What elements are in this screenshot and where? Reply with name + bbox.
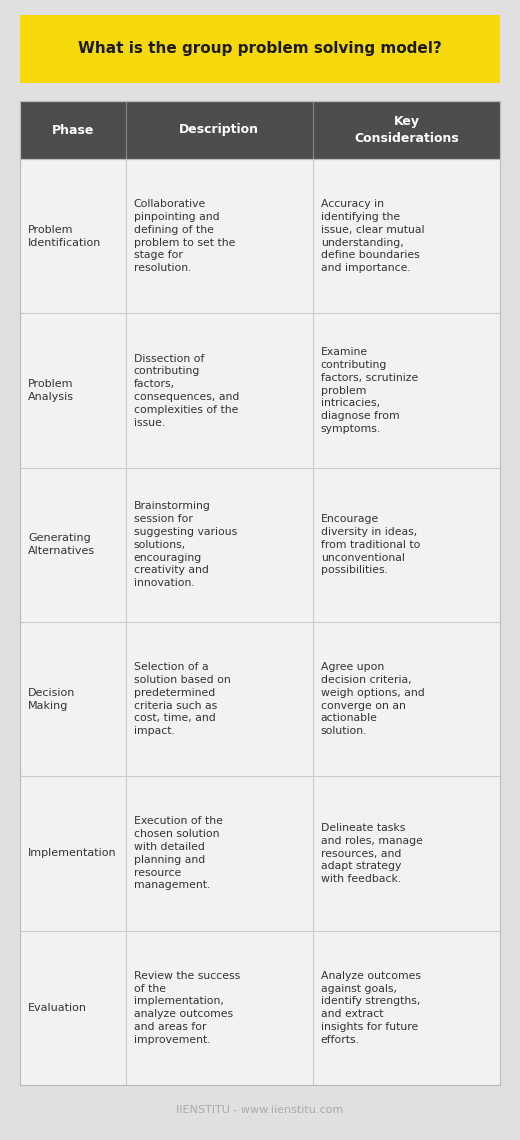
- Text: Generating
Alternatives: Generating Alternatives: [28, 534, 95, 556]
- Text: Key
Considerations: Key Considerations: [354, 115, 459, 145]
- Text: Agree upon
decision criteria,
weigh options, and
converge on an
actionable
solut: Agree upon decision criteria, weigh opti…: [321, 662, 424, 736]
- FancyBboxPatch shape: [20, 622, 500, 776]
- Text: Evaluation: Evaluation: [28, 1003, 87, 1012]
- FancyBboxPatch shape: [20, 930, 500, 1085]
- FancyBboxPatch shape: [20, 158, 500, 314]
- Text: Problem
Identification: Problem Identification: [28, 225, 101, 247]
- Text: Dissection of
contributing
factors,
consequences, and
complexities of the
issue.: Dissection of contributing factors, cons…: [134, 353, 239, 428]
- Text: Encourage
diversity in ideas,
from traditional to
unconventional
possibilities.: Encourage diversity in ideas, from tradi…: [321, 514, 420, 576]
- Text: Problem
Analysis: Problem Analysis: [28, 378, 74, 402]
- Text: Selection of a
solution based on
predetermined
criteria such as
cost, time, and
: Selection of a solution based on predete…: [134, 662, 230, 736]
- Text: Decision
Making: Decision Making: [28, 687, 75, 710]
- Text: Accuracy in
identifying the
issue, clear mutual
understanding,
define boundaries: Accuracy in identifying the issue, clear…: [321, 200, 424, 274]
- Text: Execution of the
chosen solution
with detailed
planning and
resource
management.: Execution of the chosen solution with de…: [134, 816, 223, 890]
- Text: Collaborative
pinpointing and
defining of the
problem to set the
stage for
resol: Collaborative pinpointing and defining o…: [134, 200, 235, 274]
- Text: Description: Description: [179, 123, 259, 137]
- FancyBboxPatch shape: [20, 314, 500, 467]
- Text: Examine
contributing
factors, scrutinize
problem
intricacies,
diagnose from
symp: Examine contributing factors, scrutinize…: [321, 347, 418, 434]
- Text: What is the group problem solving model?: What is the group problem solving model?: [78, 41, 442, 57]
- FancyBboxPatch shape: [20, 776, 500, 930]
- FancyBboxPatch shape: [20, 467, 500, 622]
- Text: Delineate tasks
and roles, manage
resources, and
adapt strategy
with feedback.: Delineate tasks and roles, manage resour…: [321, 823, 423, 885]
- Text: Phase: Phase: [51, 123, 94, 137]
- Text: Analyze outcomes
against goals,
identify strengths,
and extract
insights for fut: Analyze outcomes against goals, identify…: [321, 971, 421, 1045]
- Text: Implementation: Implementation: [28, 848, 116, 858]
- Text: Review the success
of the
implementation,
analyze outcomes
and areas for
improve: Review the success of the implementation…: [134, 971, 240, 1045]
- FancyBboxPatch shape: [20, 15, 500, 83]
- Text: Brainstorming
session for
suggesting various
solutions,
encouraging
creativity a: Brainstorming session for suggesting var…: [134, 502, 237, 588]
- Text: IIENSTITU - www.iienstitu.com: IIENSTITU - www.iienstitu.com: [176, 1105, 344, 1115]
- FancyBboxPatch shape: [20, 101, 500, 158]
